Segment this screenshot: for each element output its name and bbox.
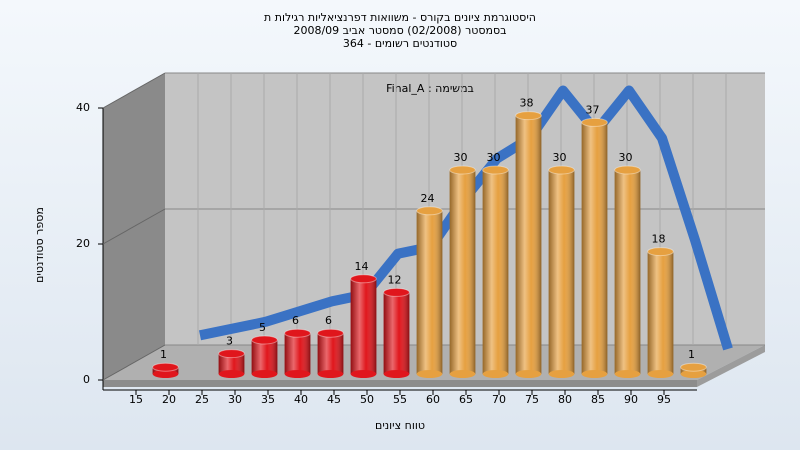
x-tick-label: 90	[624, 393, 638, 406]
bar-bottom	[581, 370, 608, 378]
value-label: 30	[487, 151, 501, 164]
bar-bottom	[515, 370, 542, 378]
bar-bottom	[680, 370, 707, 378]
bar-top	[284, 328, 311, 338]
bar-shade	[317, 333, 344, 374]
title-line: בסמסטר (02/2008) סמסטר אביב 2008/09	[293, 24, 506, 37]
x-tick-label: 50	[360, 393, 374, 406]
x-tick-label: 75	[525, 393, 539, 406]
floor-edge	[103, 380, 697, 387]
bar-shade	[482, 170, 509, 374]
value-label: 30	[454, 151, 468, 164]
value-label: 38	[520, 97, 534, 110]
title-line: סטודנטים רשומים - 364	[343, 37, 457, 50]
floor-side	[697, 345, 765, 387]
value-label: 3	[226, 335, 233, 348]
bar-bottom	[251, 370, 278, 378]
bar-shade	[350, 278, 377, 374]
annotation: במשימה : Final_A	[386, 82, 474, 95]
bar-bottom	[614, 370, 641, 378]
grid-line	[102, 208, 166, 245]
bar-bottom	[152, 370, 179, 378]
title: היסטוגרמת ציונים בקורס - משוואות דפרנציא…	[264, 11, 536, 50]
x-tick-label: 15	[129, 393, 143, 406]
bar-top	[647, 247, 674, 257]
x-axis-label: טווח ציונים	[375, 419, 425, 432]
value-label: 30	[553, 151, 567, 164]
bar-shade	[614, 170, 641, 374]
value-label: 1	[160, 348, 167, 361]
bar-shade	[383, 292, 410, 374]
bar-top	[317, 328, 344, 338]
bar-top	[383, 287, 410, 297]
value-label: 12	[388, 273, 402, 286]
x-tick-label: 95	[657, 393, 671, 406]
value-label: 6	[325, 314, 332, 327]
bar-bottom	[317, 370, 344, 378]
bar-bottom	[449, 370, 476, 378]
bar-top	[350, 274, 377, 284]
x-tick-label: 85	[591, 393, 605, 406]
bar-top	[251, 335, 278, 345]
x-tick-label: 35	[261, 393, 275, 406]
bar-top	[680, 362, 707, 372]
bar-top	[548, 165, 575, 175]
bar-bottom	[284, 370, 311, 378]
value-label: 5	[259, 321, 266, 334]
x-tick-label: 40	[294, 393, 308, 406]
bar-shade	[515, 115, 542, 374]
bar-bottom	[218, 370, 245, 378]
title-line: היסטוגרמת ציונים בקורס - משוואות דפרנציא…	[264, 11, 536, 24]
bar-top	[152, 362, 179, 372]
x-tick-label: 80	[558, 393, 572, 406]
x-tick-label: 55	[393, 393, 407, 406]
bar-top	[482, 165, 509, 175]
fit-curve	[198, 85, 733, 351]
bar-top	[416, 206, 443, 216]
bar-shade	[581, 122, 608, 375]
grid-line	[102, 72, 166, 109]
value-label: 24	[421, 192, 435, 205]
value-label: 30	[619, 151, 633, 164]
y-axis-label: מספר סטודנטים	[33, 207, 46, 283]
value-label: 14	[355, 260, 369, 273]
x-tick-label: 30	[228, 393, 242, 406]
y-tick-label: 40	[76, 101, 90, 114]
x-tick-label: 20	[162, 393, 176, 406]
x-tick-label: 60	[426, 393, 440, 406]
bar-shade	[251, 340, 278, 374]
bar-top	[218, 349, 245, 359]
bar-bottom	[383, 370, 410, 378]
bar-bottom	[350, 370, 377, 378]
bar-shade	[647, 251, 674, 374]
value-label: 6	[292, 314, 299, 327]
bar-bottom	[548, 370, 575, 378]
y-tick-label: 20	[76, 237, 90, 250]
bar-top	[581, 117, 608, 127]
bar-bottom	[647, 370, 674, 378]
x-tick-label: 70	[492, 393, 506, 406]
bar-shade	[548, 170, 575, 374]
bar-bottom	[482, 370, 509, 378]
bar-shade	[218, 353, 245, 374]
x-tick-label: 45	[327, 393, 341, 406]
grid-line	[102, 344, 166, 381]
bar-bottom	[416, 370, 443, 378]
bar-shade	[416, 210, 443, 374]
x-tick-label: 65	[459, 393, 473, 406]
value-label: 18	[652, 233, 666, 246]
value-label: 1	[688, 348, 695, 361]
bar-shade	[449, 170, 476, 374]
bar-top	[614, 165, 641, 175]
x-tick-label: 25	[195, 393, 209, 406]
bar-top	[449, 165, 476, 175]
value-label: 37	[586, 103, 600, 116]
y-tick-label: 0	[83, 373, 90, 386]
bar-shade	[284, 333, 311, 374]
bar-top	[515, 111, 542, 121]
